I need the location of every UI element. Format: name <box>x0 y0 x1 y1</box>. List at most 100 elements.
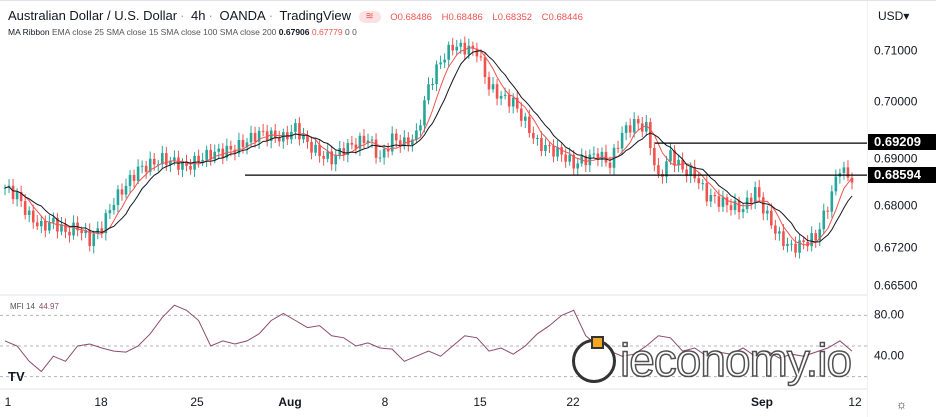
candle-body <box>524 116 527 121</box>
candle-body <box>749 197 753 203</box>
price-tick: 0.67200 <box>874 240 918 255</box>
candle-body <box>499 95 503 99</box>
candle-body <box>314 144 317 153</box>
candle-body <box>741 209 745 213</box>
candle-body <box>124 185 128 195</box>
tradingview-logo[interactable]: TV <box>8 369 25 384</box>
level-tag-1: 0.69209 <box>868 134 936 150</box>
candle-body <box>120 189 124 195</box>
candle-body <box>576 163 580 169</box>
interval[interactable]: 4h <box>191 8 206 23</box>
candle-body <box>507 94 511 107</box>
candle-body <box>515 97 519 109</box>
time-label: Aug <box>278 395 302 409</box>
candle-body <box>491 84 495 90</box>
candle-body <box>306 135 309 142</box>
candle-body <box>140 165 144 167</box>
candle-body <box>447 44 450 60</box>
candle-body <box>269 130 273 141</box>
candle-body <box>52 217 55 223</box>
candle-body <box>358 135 362 149</box>
currency-selector[interactable]: USD▾ <box>878 9 910 23</box>
candle-body <box>11 185 15 200</box>
candle-body <box>257 130 261 142</box>
candle-body <box>249 132 253 143</box>
candle-body <box>737 200 741 213</box>
ohlc-high: H0.68486 <box>441 12 483 23</box>
price-chart[interactable] <box>0 1 868 417</box>
candle-body <box>144 165 148 172</box>
candle-body <box>362 135 366 144</box>
candle-body <box>725 197 729 206</box>
candle-body <box>721 197 725 207</box>
candle-body <box>536 137 539 139</box>
candle-body <box>455 46 459 51</box>
time-label: 12 <box>848 395 862 409</box>
candle-body <box>669 150 672 162</box>
ohlc-open: O0.68486 <box>390 12 432 23</box>
candle-body <box>826 210 830 212</box>
candle-body <box>108 210 112 214</box>
candle-body <box>40 220 43 227</box>
candle-body <box>632 118 636 133</box>
candle-body <box>761 197 765 214</box>
source: TradingView <box>279 8 351 23</box>
candle-body <box>265 131 269 141</box>
ma-ribbon-legend[interactable]: MA Ribbon EMA close 25 SMA close 15 SMA … <box>8 27 357 37</box>
candle-body <box>677 159 680 166</box>
candle-body <box>705 183 709 202</box>
ma-label: MA Ribbon <box>8 27 50 37</box>
candle-body <box>310 141 313 153</box>
flag-icon[interactable]: ≋ <box>358 10 381 23</box>
candle-body <box>487 77 491 90</box>
candle-body <box>382 148 386 158</box>
price-tick: 0.68000 <box>874 198 918 213</box>
candle-body <box>128 174 132 186</box>
candle-body <box>729 205 733 211</box>
candle-body <box>459 42 463 47</box>
candle-body <box>778 231 781 234</box>
candle-body <box>467 45 471 55</box>
candle-body <box>132 174 136 181</box>
settings-icon[interactable]: ☼ <box>896 397 907 412</box>
candle-body <box>350 142 354 145</box>
candle-body <box>753 187 757 203</box>
ma-value-2: 0.67779 <box>311 27 343 37</box>
candle-body <box>463 42 467 55</box>
candle-body <box>592 153 596 155</box>
candle-body <box>528 116 531 133</box>
candle-body <box>423 100 426 126</box>
candle-body <box>802 240 805 242</box>
price-tick: 0.66500 <box>874 278 918 293</box>
candle-body <box>757 187 761 198</box>
candle-body <box>814 233 817 241</box>
watermark: ieconomy.io <box>619 334 853 386</box>
candle-body <box>342 148 346 156</box>
candle-body <box>31 210 35 223</box>
candle-body <box>273 130 277 138</box>
candle-body <box>390 133 394 152</box>
sma-15-line <box>4 50 853 243</box>
candle-body <box>548 145 551 147</box>
mfi-legend[interactable]: MFI 14 44.97 <box>10 302 59 311</box>
candle-body <box>681 159 684 170</box>
time-label: 1 <box>4 395 12 409</box>
candle-body <box>112 204 116 211</box>
candle-body <box>169 160 172 165</box>
time-label: Sep <box>750 395 774 409</box>
candle-body <box>834 176 838 192</box>
candle-body <box>709 195 713 202</box>
candle-body <box>209 149 212 160</box>
candle-body <box>326 151 329 159</box>
candle-body <box>338 148 342 156</box>
currency-label: USD <box>878 9 904 23</box>
candle-body <box>415 130 418 140</box>
candle-body <box>600 151 604 160</box>
candle-body <box>23 201 27 216</box>
candle-body <box>3 187 7 189</box>
candle-body <box>850 177 854 183</box>
candle-body <box>221 148 225 158</box>
price-axis[interactable]: USD▾ 0.71000 0.70000 0.69000 0.68000 0.6… <box>867 1 936 417</box>
candle-body <box>318 144 321 157</box>
candle-body <box>649 122 652 148</box>
